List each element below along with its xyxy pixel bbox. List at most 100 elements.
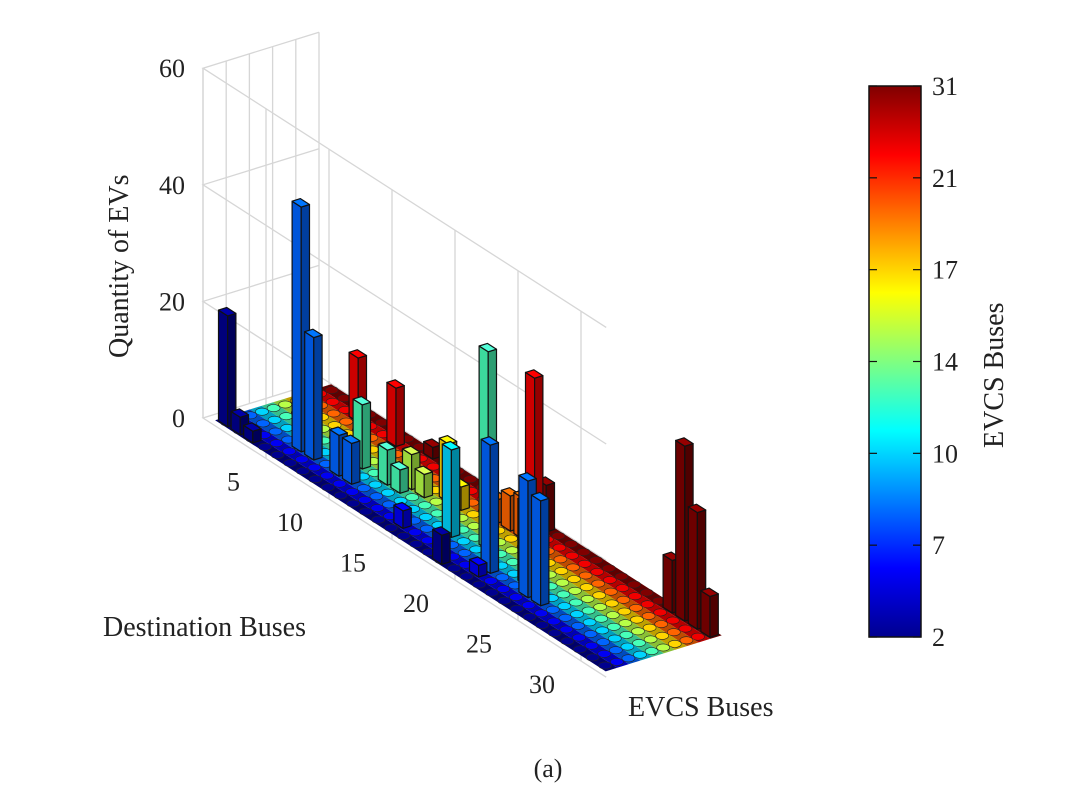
floor-cell: [601, 564, 616, 573]
floor-cell: [560, 637, 575, 646]
bar: [393, 501, 412, 530]
floor-cell: [576, 548, 591, 556]
floor-cell: [644, 647, 659, 655]
floor-cell: [466, 510, 481, 519]
bar-front-face: [530, 494, 542, 607]
floor-cell: [615, 584, 630, 592]
floor-cell: [602, 576, 617, 584]
floor-cell: [653, 608, 668, 617]
x-tick-label: 30: [529, 670, 555, 699]
floor-cell: [567, 575, 581, 583]
floor-cell: [459, 572, 474, 581]
bar-top-face: [480, 436, 500, 446]
bar-front-face: [675, 439, 686, 622]
bar-top-face: [414, 465, 434, 476]
colorbar-tick-label: 10: [932, 439, 958, 468]
floor-cell: [633, 650, 647, 659]
floor-cell: [577, 559, 592, 568]
bar-top-face: [524, 369, 544, 379]
floor-cell: [325, 397, 340, 406]
floor-cell: [655, 631, 670, 640]
floor-cell: [270, 450, 285, 459]
bar-front-face: [377, 443, 388, 486]
y-axis-label: EVCS Buses: [628, 692, 773, 723]
bar-top-face: [401, 445, 421, 456]
bar-side-face: [395, 385, 405, 448]
floor-cell: [579, 583, 594, 592]
floor-cell: [326, 409, 341, 418]
bar-top-face: [530, 491, 550, 502]
bar-top-face: [432, 526, 451, 536]
floor-cell: [256, 419, 270, 428]
bar-side-face: [441, 532, 451, 566]
floor-cell: [580, 595, 595, 603]
floor-cell: [593, 603, 608, 611]
floor-cell: [565, 551, 579, 560]
bar-side-face: [402, 507, 412, 530]
floor-cell: [472, 580, 487, 589]
bar-front-face: [700, 590, 711, 638]
floor-cell: [279, 412, 294, 421]
floor-cell: [463, 475, 478, 484]
floor-cell: [558, 613, 573, 622]
floor-cell: [308, 475, 323, 484]
floor-cell: [552, 543, 567, 552]
x-tick-label: 20: [403, 589, 429, 618]
x-tick-label: 5: [227, 468, 240, 497]
bar: [341, 434, 361, 485]
floor-cell: [573, 645, 587, 654]
bar-side-face: [399, 466, 409, 494]
bar-front-face: [217, 309, 229, 428]
bar: [700, 587, 719, 638]
floor-cell: [255, 407, 269, 416]
floor-cell: [381, 488, 395, 497]
bar-top-face: [468, 556, 488, 567]
floor-cell: [368, 480, 383, 489]
floor-cell: [678, 624, 693, 633]
floor-cell: [510, 604, 524, 613]
floor-cell: [509, 593, 523, 601]
bar-side-face: [351, 440, 361, 485]
floor-cell: [339, 417, 354, 426]
bar-front-face: [441, 443, 452, 539]
floor-cell: [607, 634, 622, 643]
bar-top-face: [304, 328, 323, 339]
floor-cell: [605, 611, 620, 619]
floor-cell: [570, 610, 584, 619]
bar-side-face: [450, 446, 461, 539]
colorbar-tick-label: 17: [932, 256, 958, 285]
floor-cell: [666, 628, 681, 637]
floor-cell: [321, 483, 335, 492]
floor-cell: [616, 595, 631, 604]
floor-cell: [554, 567, 569, 575]
bar-top-face: [329, 426, 348, 436]
floor-cell: [521, 601, 536, 610]
floor-cell: [495, 573, 510, 582]
floor-cell: [505, 546, 519, 555]
z-axis-label: Quantity of EVs: [104, 174, 135, 358]
bar: [441, 440, 461, 539]
floor-cell: [619, 631, 634, 639]
floor-cell: [396, 532, 411, 540]
floor-cell: [408, 528, 423, 537]
floor-cell: [591, 579, 606, 588]
floor-cell: [603, 587, 618, 596]
colorbar-ticks: 2 7 10 14 17 21 31: [869, 72, 958, 652]
floor-cell: [584, 641, 599, 650]
floor-cell: [555, 578, 570, 587]
bar-side-face: [227, 312, 237, 428]
x-axis-ticks: 5 10 15 20 25 30: [227, 468, 555, 700]
floor-cell: [597, 649, 612, 658]
z-axis-ticks: 0 20 40 60: [159, 54, 185, 433]
floor-cell: [665, 616, 680, 625]
floor-cell: [369, 492, 384, 501]
floor-cell: [418, 513, 433, 521]
floor-cell: [545, 605, 560, 614]
floor-cell: [631, 627, 645, 636]
bar: [217, 306, 237, 428]
bar-front-face: [329, 429, 340, 477]
floor-cell: [595, 626, 610, 635]
floor-cell: [456, 537, 471, 546]
x-tick-label: 10: [277, 508, 303, 537]
bar-top-face: [386, 379, 405, 389]
